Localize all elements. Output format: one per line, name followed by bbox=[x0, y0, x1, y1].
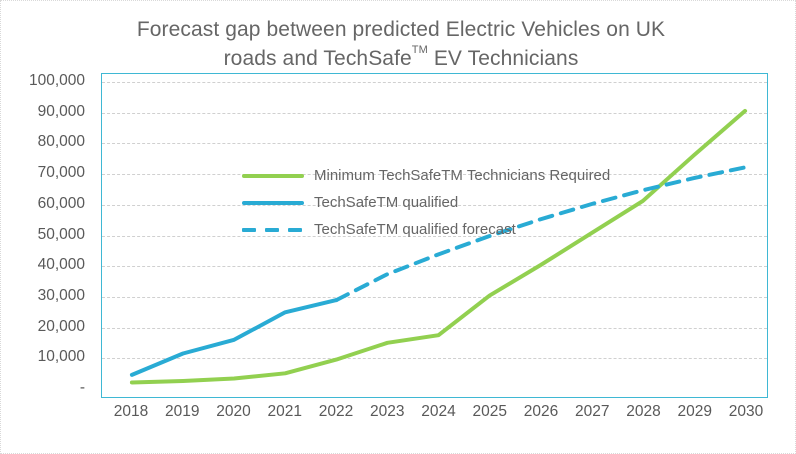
legend-item[interactable]: TechSafeTM qualified bbox=[242, 189, 672, 216]
gridline bbox=[102, 112, 767, 114]
x-axis-tick-label: 2019 bbox=[165, 403, 200, 420]
gridline bbox=[102, 143, 767, 145]
y-axis-tick-label: 100,000 bbox=[28, 72, 85, 89]
y-axis-labels: - 10,000 20,000 30,000 40,000 50,000 60,000 70,… bbox=[1, 72, 93, 398]
y-axis-tick-label: 50,000 bbox=[37, 225, 85, 243]
legend-swatch-icon bbox=[242, 169, 304, 183]
gridline bbox=[102, 82, 767, 83]
plot-area: Minimum TechSafeTM Technicians Required T… bbox=[101, 73, 768, 398]
x-axis-tick-label: 2029 bbox=[677, 403, 712, 420]
gridline bbox=[102, 266, 767, 268]
y-axis-tick-label: 90,000 bbox=[37, 102, 85, 120]
y-axis-tick-label: 20,000 bbox=[37, 317, 85, 335]
y-axis-tick-label: 70,000 bbox=[37, 164, 85, 182]
legend-item-label: TechSafeTM qualified forecast bbox=[314, 221, 516, 238]
series-lines bbox=[129, 108, 748, 385]
y-axis-tick-label: 40,000 bbox=[37, 256, 85, 274]
chart-title-line2-after: EV Technicians bbox=[427, 47, 579, 70]
x-axis-tick-label: 2018 bbox=[113, 403, 149, 420]
chart-legend: Minimum TechSafeTM Technicians Required T… bbox=[242, 162, 672, 243]
legend-item-label: Minimum TechSafeTM Technicians Required bbox=[314, 167, 611, 184]
x-axis-tick-label: 2025 bbox=[472, 403, 507, 420]
gridline bbox=[102, 235, 767, 237]
x-axis-tick-label: 2030 bbox=[728, 403, 764, 420]
x-axis-labels: 2018 2019 2020 2021 2022 2023 2024 2025 2026 2027… bbox=[101, 403, 768, 431]
gridline bbox=[102, 174, 767, 176]
y-axis-tick-label: 30,000 bbox=[37, 286, 85, 304]
y-axis-tick-label: - bbox=[79, 379, 85, 396]
series-line bbox=[129, 298, 339, 377]
y-axis-tick-label: 10,000 bbox=[37, 348, 85, 366]
trademark-symbol: TM bbox=[411, 44, 428, 56]
chart-title: Forecast gap between predicted Electric … bbox=[61, 15, 741, 73]
legend-swatch-icon bbox=[242, 196, 304, 210]
series-line bbox=[129, 108, 748, 385]
legend-item[interactable]: Minimum TechSafeTM Technicians Required bbox=[242, 162, 672, 189]
x-axis-tick-label: 2020 bbox=[216, 403, 251, 420]
series-line bbox=[334, 165, 748, 303]
legend-item-label: TechSafeTM qualified bbox=[314, 194, 459, 211]
legend-item[interactable]: TechSafeTM qualified forecast bbox=[242, 216, 672, 243]
gridline bbox=[102, 204, 767, 206]
gridline bbox=[102, 327, 767, 329]
chart-title-line1: Forecast gap between predicted Electric … bbox=[136, 18, 666, 41]
x-axis-tick-label: 2026 bbox=[523, 403, 559, 420]
x-axis-tick-label: 2028 bbox=[626, 403, 661, 420]
y-axis-tick-label: 80,000 bbox=[37, 133, 85, 151]
x-axis-tick-label: 2021 bbox=[267, 403, 302, 420]
chart-title-line2-before: roads and TechSafe bbox=[223, 47, 412, 70]
gridline bbox=[102, 296, 767, 298]
legend-swatch-icon bbox=[242, 223, 304, 237]
x-axis-tick-label: 2022 bbox=[318, 403, 354, 420]
gridline bbox=[102, 358, 767, 360]
x-axis-tick-label: 2027 bbox=[575, 403, 610, 420]
x-axis-tick-label: 2023 bbox=[370, 403, 405, 420]
x-axis-tick-label: 2024 bbox=[421, 403, 456, 420]
y-axis-tick-label: 60,000 bbox=[37, 194, 85, 212]
